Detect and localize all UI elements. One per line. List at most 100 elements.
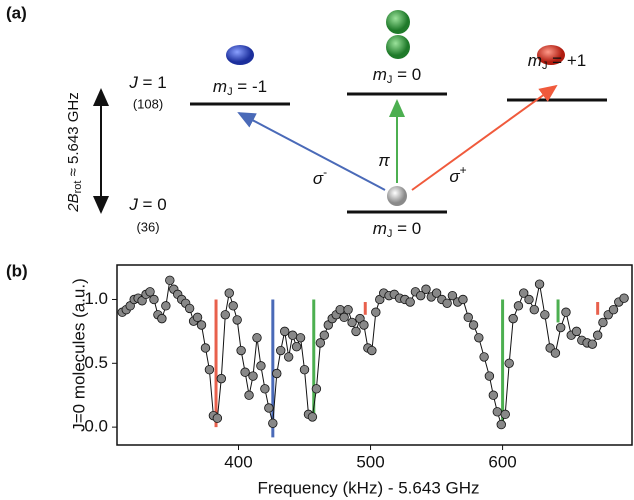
data-point xyxy=(157,313,167,324)
data-point xyxy=(619,293,629,303)
data-point xyxy=(431,288,442,298)
subscript: rot xyxy=(72,181,84,194)
data-point xyxy=(608,304,619,315)
text-part: σ xyxy=(449,167,460,186)
data-point xyxy=(335,304,345,315)
state-label: mJ = 0 xyxy=(373,219,422,239)
data-point xyxy=(196,320,207,330)
y-axis-label: J=0 molecules (a.u.) xyxy=(69,278,88,432)
text-part: = 0 xyxy=(138,195,167,214)
y-tick-label: 0.5 xyxy=(84,353,108,372)
data-point xyxy=(500,409,510,420)
molecule xyxy=(387,186,407,206)
data-point xyxy=(260,384,270,394)
data-point xyxy=(200,343,211,353)
data-point xyxy=(496,419,506,430)
data-point xyxy=(224,288,234,298)
text-part: = 0 xyxy=(392,65,421,84)
data-point xyxy=(276,345,286,356)
data-point xyxy=(351,326,361,337)
state-label: mJ = -1 xyxy=(213,77,267,97)
data-point xyxy=(458,294,468,305)
sigma-plus-arrow xyxy=(411,84,558,191)
data-point xyxy=(291,342,302,352)
data-point xyxy=(343,304,353,315)
data-point xyxy=(598,317,608,328)
data-point xyxy=(295,333,306,343)
data-point xyxy=(492,407,503,417)
data-point xyxy=(272,368,282,379)
subscript: J xyxy=(542,60,548,72)
data-point xyxy=(504,358,514,368)
data-point xyxy=(264,403,274,413)
superscript: - xyxy=(323,165,327,179)
x-tick-label: 500 xyxy=(356,452,384,471)
orbital xyxy=(386,35,410,59)
data-point xyxy=(447,290,458,301)
data-point xyxy=(204,364,215,375)
superscript: + xyxy=(460,163,467,177)
text-part: J xyxy=(128,73,138,92)
data-point xyxy=(212,413,223,423)
data-point xyxy=(442,298,452,308)
data-point xyxy=(256,361,266,371)
level-diagram xyxy=(93,10,607,214)
data-point xyxy=(248,371,258,381)
orbital xyxy=(537,45,565,65)
text-part: = +1 xyxy=(547,51,586,70)
text-part: m xyxy=(373,65,387,84)
data-point xyxy=(165,275,175,286)
data-point xyxy=(315,338,326,348)
text-part: π xyxy=(378,151,390,170)
data-point xyxy=(184,303,195,314)
level-label: J = 1 xyxy=(128,73,166,92)
data-point xyxy=(283,352,294,362)
data-point xyxy=(519,288,529,298)
data-point xyxy=(488,390,499,400)
data-point xyxy=(228,301,238,311)
text-part: ≈ 5.643 GHz xyxy=(65,92,82,180)
transition-label: σ- xyxy=(313,165,327,188)
data-point xyxy=(367,345,377,356)
y-tick-label: 0.0 xyxy=(84,417,108,436)
data-point xyxy=(571,326,582,337)
data-point xyxy=(371,307,381,317)
x-tick-label: 600 xyxy=(488,452,516,471)
data-point xyxy=(540,310,550,320)
data-point xyxy=(236,345,246,356)
splitting-label: 2Brot ≈ 5.643 GHz xyxy=(65,92,84,212)
text-part: = 1 xyxy=(138,73,167,92)
data-point xyxy=(405,297,415,307)
data-point xyxy=(347,317,357,328)
data-point xyxy=(311,384,322,394)
data-point xyxy=(252,333,262,343)
subscript: J xyxy=(227,86,233,98)
data-point xyxy=(307,412,318,422)
data-point xyxy=(484,371,495,381)
y-tick-label: 1.0 xyxy=(84,289,108,308)
transition-label: σ+ xyxy=(449,163,466,186)
plot-frame xyxy=(116,264,633,446)
level-count: (108) xyxy=(133,96,163,111)
data-point xyxy=(479,352,489,362)
orbital xyxy=(386,10,410,34)
text-part: = -1 xyxy=(233,77,268,96)
data-point xyxy=(299,364,310,375)
x-tick-label: 400 xyxy=(224,452,252,471)
text-part: 2B xyxy=(65,193,82,212)
data-point xyxy=(534,279,545,289)
data-point xyxy=(192,312,203,323)
data-point xyxy=(161,301,171,311)
subscript: J xyxy=(387,74,393,86)
x-axis-label: Frequency (kHz) - 5.643 GHz xyxy=(257,478,479,497)
data-point xyxy=(463,312,473,323)
data-point xyxy=(508,313,518,324)
text-part: J xyxy=(128,195,138,214)
data-point xyxy=(232,315,242,325)
transition-label: π xyxy=(378,151,390,170)
data-point xyxy=(145,287,155,297)
data-point xyxy=(268,418,278,428)
data-point xyxy=(216,373,227,384)
data-point xyxy=(287,330,298,340)
